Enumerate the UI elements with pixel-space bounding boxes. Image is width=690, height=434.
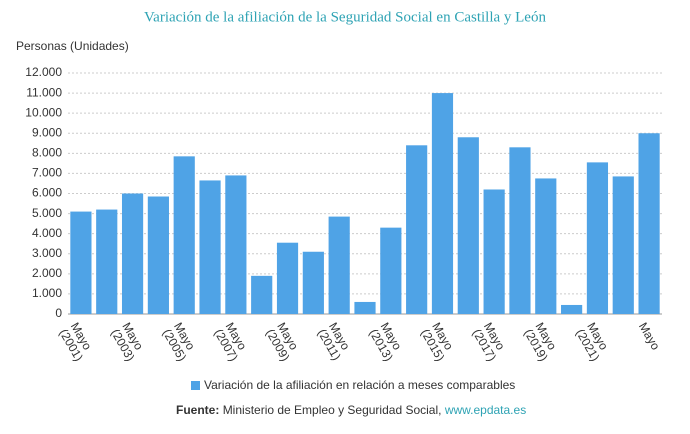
y-tick-label: 3.000	[32, 246, 62, 260]
bar	[457, 137, 479, 314]
legend-swatch	[191, 381, 200, 390]
x-tick-label: Mayo(2011)	[315, 320, 355, 363]
y-tick-label: 11.000	[26, 85, 62, 99]
x-tick-label: Mayo(2001)	[56, 320, 97, 364]
y-tick-label: 2.000	[32, 266, 62, 280]
x-tick-label: Mayo(2013)	[366, 320, 407, 364]
bar	[147, 196, 169, 314]
y-axis-label: Personas (Unidades)	[16, 39, 129, 53]
y-tick-label: 12.000	[25, 65, 62, 79]
y-tick-label: 7.000	[32, 166, 62, 180]
source-text: Ministerio de Empleo y Seguridad Social,	[223, 403, 442, 417]
y-tick-label: 0	[55, 306, 62, 320]
bar	[535, 178, 557, 314]
source: Fuente: Ministerio de Empleo y Seguridad…	[176, 403, 526, 417]
x-tick-label: Mayo(2003)	[108, 320, 149, 364]
y-tick-label: 9.000	[32, 125, 62, 139]
bar	[483, 189, 505, 314]
bar	[638, 133, 660, 314]
bar	[251, 275, 273, 314]
bar	[612, 176, 634, 314]
bar	[199, 180, 221, 314]
y-tick-label: 8.000	[32, 146, 62, 160]
bar	[173, 156, 195, 314]
bar	[328, 216, 350, 314]
x-tick-label: Mayo(2017)	[470, 320, 511, 364]
bar	[276, 242, 299, 314]
x-tick-label: Mayo(2021)	[573, 320, 614, 364]
y-tick-label: 10.000	[25, 105, 62, 119]
bar	[586, 162, 609, 314]
y-tick-label: 1.000	[32, 286, 62, 300]
y-tick-label: 4.000	[32, 226, 62, 240]
bar	[406, 145, 428, 314]
bar	[302, 251, 324, 314]
y-tick-label: 6.000	[32, 186, 62, 200]
x-tick-label: Mayo(2005)	[160, 320, 201, 364]
chart-title: Variación de la afiliación de la Segurid…	[144, 9, 546, 25]
x-tick-label: Mayo(2007)	[211, 320, 252, 364]
bar	[225, 175, 247, 314]
x-tick-label: Mayo(2019)	[521, 320, 562, 364]
y-tick-label: 5.000	[32, 206, 62, 220]
bar	[509, 147, 531, 314]
source-link[interactable]: www.epdata.es	[444, 403, 526, 417]
bar	[70, 211, 92, 314]
bar	[431, 93, 454, 314]
legend-label: Variación de la afiliación en relación a…	[204, 378, 515, 392]
x-tick-label-line: Mayo	[636, 320, 663, 353]
bar	[380, 227, 402, 314]
bar	[96, 209, 118, 314]
bar	[354, 301, 376, 314]
x-tick-label: Mayo(2015)	[418, 320, 459, 364]
bar	[561, 304, 583, 314]
bar	[121, 193, 144, 314]
source-label: Fuente:	[176, 403, 219, 417]
x-tick-label: Mayo	[636, 320, 663, 353]
x-tick-label: Mayo(2009)	[263, 320, 304, 364]
